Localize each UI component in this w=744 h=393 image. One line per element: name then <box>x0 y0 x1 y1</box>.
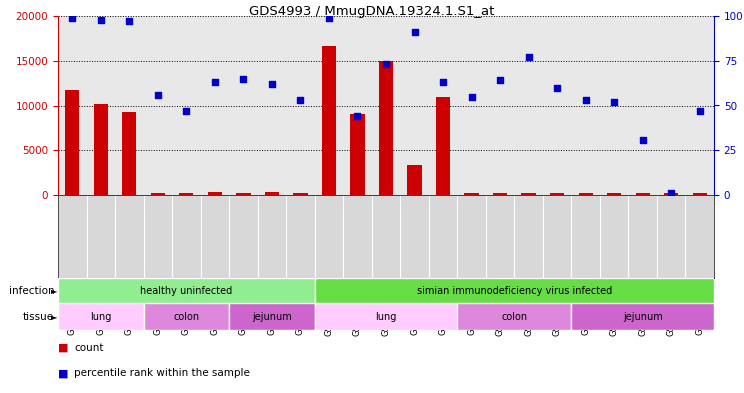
Text: colon: colon <box>501 312 527 321</box>
Point <box>94 17 106 23</box>
Bar <box>58 303 144 330</box>
Bar <box>65 90 80 195</box>
Text: ■: ■ <box>58 343 68 353</box>
Text: tissue: tissue <box>23 312 54 321</box>
Point <box>609 99 620 105</box>
Bar <box>315 278 714 303</box>
Point <box>551 84 563 91</box>
Text: colon: colon <box>173 312 199 321</box>
Bar <box>122 112 136 195</box>
Bar <box>550 193 564 195</box>
Point <box>209 79 221 85</box>
Bar <box>635 193 650 195</box>
Bar <box>229 303 315 330</box>
Point <box>180 108 192 114</box>
Bar <box>208 192 222 195</box>
Point <box>152 92 164 98</box>
Bar <box>522 193 536 195</box>
Bar <box>379 61 393 195</box>
Point <box>408 29 420 35</box>
Point <box>494 77 506 84</box>
Bar <box>179 193 193 195</box>
Bar <box>458 303 571 330</box>
Bar <box>237 193 251 195</box>
Text: jejunum: jejunum <box>623 312 663 321</box>
Point <box>637 136 649 143</box>
Bar <box>579 193 593 195</box>
Point <box>522 54 534 60</box>
Text: lung: lung <box>375 312 397 321</box>
Bar <box>322 46 336 195</box>
Text: healthy uninfected: healthy uninfected <box>140 285 232 296</box>
Text: jejunum: jejunum <box>252 312 292 321</box>
Point <box>237 75 249 82</box>
Point <box>323 15 335 21</box>
Point <box>580 97 591 103</box>
Point <box>66 15 78 21</box>
Text: GDS4993 / MmugDNA.19324.1.S1_at: GDS4993 / MmugDNA.19324.1.S1_at <box>249 6 495 18</box>
Bar <box>493 193 507 195</box>
Bar <box>350 114 365 195</box>
Bar <box>144 303 229 330</box>
Bar <box>464 193 478 195</box>
Text: ►: ► <box>51 286 57 295</box>
Bar <box>408 165 422 195</box>
Bar <box>94 104 108 195</box>
Text: lung: lung <box>90 312 112 321</box>
Text: ■: ■ <box>58 368 68 378</box>
Bar <box>315 303 458 330</box>
Bar <box>58 278 315 303</box>
Bar <box>293 193 307 195</box>
Bar <box>664 193 679 195</box>
Point <box>694 108 706 114</box>
Point <box>437 79 449 85</box>
Point <box>351 113 363 119</box>
Point <box>380 61 392 68</box>
Bar <box>571 303 714 330</box>
Point <box>295 97 307 103</box>
Text: simian immunodeficiency virus infected: simian immunodeficiency virus infected <box>417 285 612 296</box>
Point <box>266 81 278 87</box>
Bar <box>265 192 279 195</box>
Bar <box>436 97 450 195</box>
Text: percentile rank within the sample: percentile rank within the sample <box>74 368 250 378</box>
Bar <box>607 193 621 195</box>
Text: ►: ► <box>51 312 57 321</box>
Point <box>665 190 677 196</box>
Bar <box>693 193 707 195</box>
Text: count: count <box>74 343 104 353</box>
Point <box>466 94 478 100</box>
Point <box>124 18 135 24</box>
Text: infection: infection <box>9 285 54 296</box>
Bar <box>151 193 165 195</box>
